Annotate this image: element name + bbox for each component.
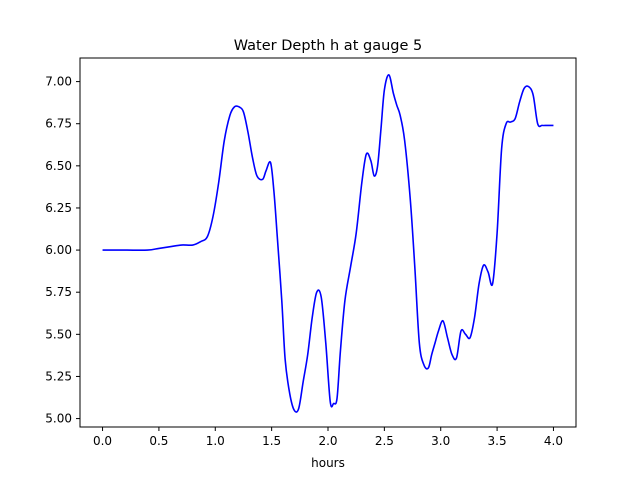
x-tick-label: 2.0: [318, 434, 337, 448]
y-tick-label: 6.25: [45, 201, 72, 215]
y-tick-label: 7.00: [45, 75, 72, 89]
x-tick-label: 4.0: [544, 434, 563, 448]
series-line: [102, 74, 554, 413]
x-tick-label: 1.5: [262, 434, 281, 448]
x-tick-label: 0.0: [93, 434, 112, 448]
x-tick-label: 1.0: [206, 434, 225, 448]
y-tick-label: 5.50: [45, 327, 72, 341]
y-tick-label: 6.50: [45, 159, 72, 173]
x-axis: 0.0 0.5 1.0 1.5 2.0 2.5 3.0 3.5 4.0: [93, 427, 563, 448]
series-layer: [102, 74, 554, 413]
y-tick-label: 6.00: [45, 243, 72, 257]
y-tick-label: 5.75: [45, 285, 72, 299]
y-tick-label: 5.25: [45, 369, 72, 383]
x-tick-label: 3.0: [431, 434, 450, 448]
y-tick-label: 5.00: [45, 412, 72, 426]
x-axis-label: hours: [311, 456, 345, 470]
chart-title: Water Depth h at gauge 5: [234, 38, 422, 54]
y-tick-label: 6.75: [45, 117, 72, 131]
x-tick-label: 3.5: [488, 434, 507, 448]
x-tick-label: 0.5: [149, 434, 168, 448]
x-tick-label: 2.5: [375, 434, 394, 448]
y-axis: 5.00 5.25 5.50 5.75 6.00 6.25 6.50 6.75 7.00: [45, 75, 80, 426]
